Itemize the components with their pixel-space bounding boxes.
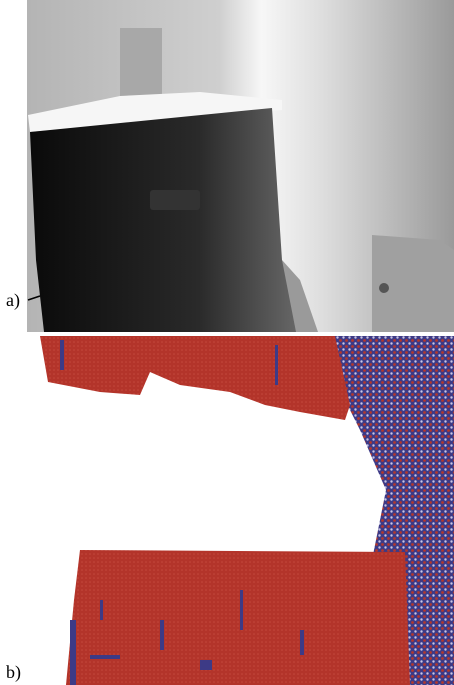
panel-label: b) xyxy=(6,662,21,683)
panel-b-image xyxy=(37,336,454,685)
page: a) b) (() => { const data = JSON.parse(d… xyxy=(0,0,454,685)
panel-label: a) xyxy=(6,290,20,311)
panel-a-image xyxy=(27,0,454,332)
figure: a) b) xyxy=(0,0,454,685)
